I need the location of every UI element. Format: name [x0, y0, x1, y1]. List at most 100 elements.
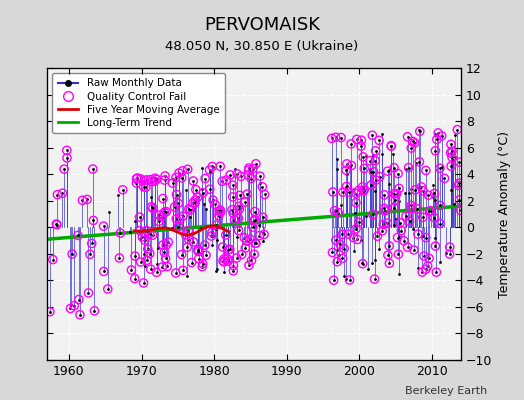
Point	[260, 231, 268, 238]
Point	[194, 256, 203, 262]
Point	[158, 213, 166, 220]
Point	[352, 200, 360, 206]
Point	[159, 242, 167, 248]
Point	[419, 188, 427, 194]
Point	[425, 208, 433, 214]
Point	[372, 148, 380, 154]
Point	[431, 148, 440, 154]
Point	[409, 138, 417, 144]
Point	[329, 189, 337, 195]
Point	[228, 182, 237, 188]
Point	[202, 252, 210, 258]
Point	[219, 244, 227, 250]
Point	[174, 200, 182, 206]
Point	[455, 180, 463, 186]
Point	[216, 207, 224, 213]
Point	[201, 242, 209, 248]
Point	[159, 195, 167, 202]
Point	[350, 234, 358, 241]
Point	[334, 209, 343, 216]
Point	[436, 165, 444, 172]
Point	[371, 158, 379, 164]
Point	[133, 176, 141, 182]
Point	[184, 236, 193, 243]
Point	[194, 248, 202, 255]
Point	[418, 269, 427, 275]
Point	[63, 155, 71, 161]
Point	[100, 223, 108, 229]
Point	[211, 201, 219, 208]
Point	[183, 244, 191, 250]
Point	[86, 251, 94, 258]
Point	[255, 232, 264, 239]
Point	[240, 234, 248, 241]
Point	[141, 237, 149, 244]
Point	[224, 256, 232, 262]
Point	[369, 211, 377, 218]
Point	[352, 190, 361, 197]
Point	[344, 231, 352, 237]
Point	[178, 168, 187, 174]
Point	[383, 220, 391, 226]
Point	[247, 175, 255, 182]
Point	[74, 232, 82, 239]
Point	[160, 177, 169, 183]
Point	[215, 212, 223, 219]
Point	[330, 208, 339, 214]
Point	[174, 170, 183, 176]
Point	[250, 216, 259, 223]
Point	[387, 143, 396, 149]
Point	[430, 214, 438, 221]
Point	[228, 194, 237, 200]
Point	[414, 231, 422, 237]
Point	[413, 206, 421, 212]
Point	[250, 251, 258, 258]
Point	[243, 191, 252, 197]
Point	[455, 159, 464, 165]
Point	[378, 228, 386, 234]
Point	[140, 178, 148, 184]
Point	[139, 184, 148, 190]
Point	[385, 243, 394, 249]
Point	[245, 262, 253, 268]
Point	[198, 264, 206, 270]
Point	[333, 258, 341, 265]
Point	[104, 286, 112, 292]
Point	[178, 175, 186, 181]
Point	[66, 305, 74, 312]
Point	[162, 242, 170, 248]
Point	[357, 137, 366, 144]
Point	[358, 184, 367, 190]
Point	[411, 187, 420, 193]
Point	[245, 165, 253, 171]
Point	[143, 177, 151, 183]
Point	[115, 255, 124, 261]
Point	[243, 238, 251, 244]
Point	[76, 312, 84, 318]
Point	[235, 203, 243, 210]
Point	[232, 255, 241, 261]
Point	[395, 185, 403, 192]
Point	[162, 208, 170, 215]
Point	[410, 247, 418, 253]
Point	[205, 167, 214, 173]
Point	[357, 143, 365, 149]
Point	[225, 246, 234, 252]
Point	[249, 224, 257, 230]
Point	[372, 177, 380, 183]
Point	[146, 176, 155, 183]
Point	[419, 214, 427, 220]
Point	[447, 163, 455, 169]
Point	[141, 184, 150, 190]
Point	[246, 236, 254, 242]
Point	[403, 244, 412, 250]
Text: Berkeley Earth: Berkeley Earth	[405, 386, 487, 396]
Point	[237, 173, 245, 180]
Point	[52, 221, 61, 227]
Point	[136, 176, 145, 182]
Point	[194, 247, 202, 253]
Point	[390, 164, 398, 171]
Point	[359, 188, 368, 194]
Point	[74, 296, 83, 303]
Point	[62, 147, 71, 154]
